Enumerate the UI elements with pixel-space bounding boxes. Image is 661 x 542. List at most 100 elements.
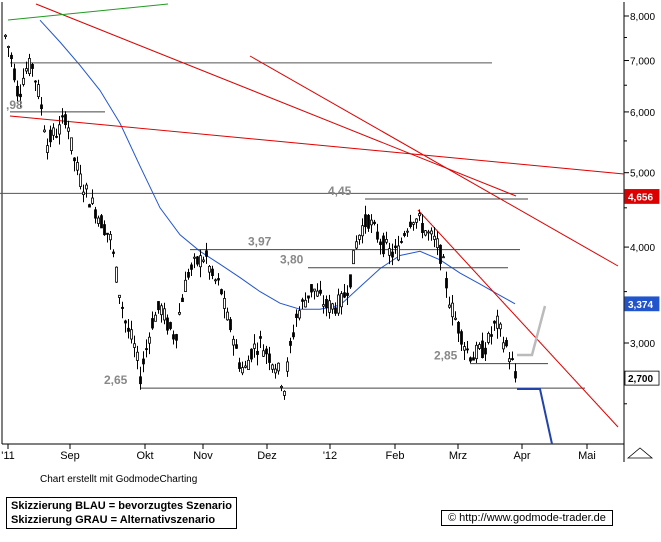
candle-body: [10, 54, 13, 60]
candle-body: [115, 266, 118, 283]
candle-body: [430, 230, 433, 235]
candle-body: [100, 215, 103, 229]
candle-body: [340, 293, 343, 308]
candle-body: [172, 334, 175, 340]
candle: [172, 330, 175, 345]
candle-body: [505, 340, 508, 347]
candle-body: [376, 231, 379, 240]
legend-blue-scenario: Skizzierung BLAU = bevorzugtes Szenario: [11, 500, 232, 512]
copyright-icon: ©: [448, 512, 457, 524]
candle: [178, 303, 181, 316]
candle: [52, 123, 55, 140]
candle-body: [130, 329, 133, 340]
candle-body: [370, 219, 373, 226]
candle: [298, 306, 301, 321]
candle: [502, 336, 505, 353]
candle: [352, 250, 355, 265]
y-tick-label: 8,000: [630, 12, 655, 23]
candle: [49, 125, 52, 148]
candle: [337, 288, 340, 316]
candle: [73, 157, 76, 172]
candle-body: [400, 241, 403, 243]
candle-body: [382, 235, 385, 255]
candle-body: [175, 334, 178, 341]
candle: [127, 318, 130, 339]
candle: [418, 209, 421, 221]
candle-body: [196, 256, 199, 265]
candle: [265, 345, 268, 365]
copyright-box[interactable]: © http://www.godmode-trader.de: [441, 510, 613, 526]
candle-body: [256, 350, 259, 355]
candle-body: [424, 230, 427, 236]
candle-body: [433, 235, 436, 240]
candle: [229, 317, 232, 333]
level-label: 3,97: [248, 235, 272, 249]
candle: [304, 292, 307, 308]
copyright-url[interactable]: http://www.godmode-trader.de: [459, 512, 606, 524]
candle-body: [193, 256, 196, 259]
candle: [37, 79, 40, 100]
candle: [136, 345, 139, 370]
candle-body: [295, 313, 298, 318]
candle: [142, 351, 145, 373]
candle-body: [487, 332, 490, 343]
candle-body: [97, 217, 100, 224]
candle-body: [496, 315, 499, 329]
candle-body: [52, 127, 55, 136]
candle: [328, 294, 331, 319]
candle: [208, 265, 211, 280]
candle-body: [121, 306, 124, 309]
candle-body: [286, 361, 289, 372]
candle-body: [34, 80, 37, 83]
candle-body: [358, 234, 361, 240]
candle: [466, 341, 469, 354]
candle-body: [466, 348, 469, 351]
candle-body: [211, 268, 214, 276]
candle: [226, 307, 229, 321]
candle: [235, 339, 238, 349]
candle-body: [28, 58, 31, 75]
candle: [28, 53, 31, 77]
candle: [424, 229, 427, 237]
candle: [61, 108, 64, 124]
candle: [46, 138, 49, 160]
candle-body: [445, 278, 448, 289]
candle-body: [259, 336, 262, 339]
candle-body: [418, 213, 421, 217]
candle-body: [190, 264, 193, 270]
candle-body: [202, 259, 205, 262]
candle-body: [475, 344, 478, 360]
candle-body: [457, 322, 460, 334]
candle-body: [220, 289, 223, 295]
candle: [91, 189, 94, 205]
candle: [31, 62, 34, 77]
x-tick-label: Mrz: [449, 450, 467, 462]
candle: [397, 235, 400, 262]
candle-body: [103, 224, 106, 236]
candle-body: [463, 346, 466, 351]
candle-body: [472, 357, 475, 361]
candle: [100, 213, 103, 229]
candle-body: [502, 342, 505, 350]
candle-body: [328, 300, 331, 313]
candle-body: [55, 135, 58, 138]
candle: [508, 351, 511, 370]
candle-body: [58, 124, 61, 135]
price-badge-box: [624, 370, 660, 386]
candle: [190, 262, 193, 277]
candle: [394, 239, 397, 254]
candle: [175, 333, 178, 349]
candle: [334, 302, 337, 316]
candle: [169, 321, 172, 331]
candle-body: [373, 221, 376, 224]
candle-body: [118, 294, 121, 298]
candle: [274, 363, 277, 379]
candle: [4, 34, 7, 40]
candle-body: [124, 320, 127, 324]
candle: [430, 227, 433, 241]
candle: [481, 332, 484, 359]
candle-body: [289, 340, 292, 346]
candle-body: [40, 104, 43, 110]
candle-body: [253, 343, 256, 349]
candle: [421, 214, 424, 239]
